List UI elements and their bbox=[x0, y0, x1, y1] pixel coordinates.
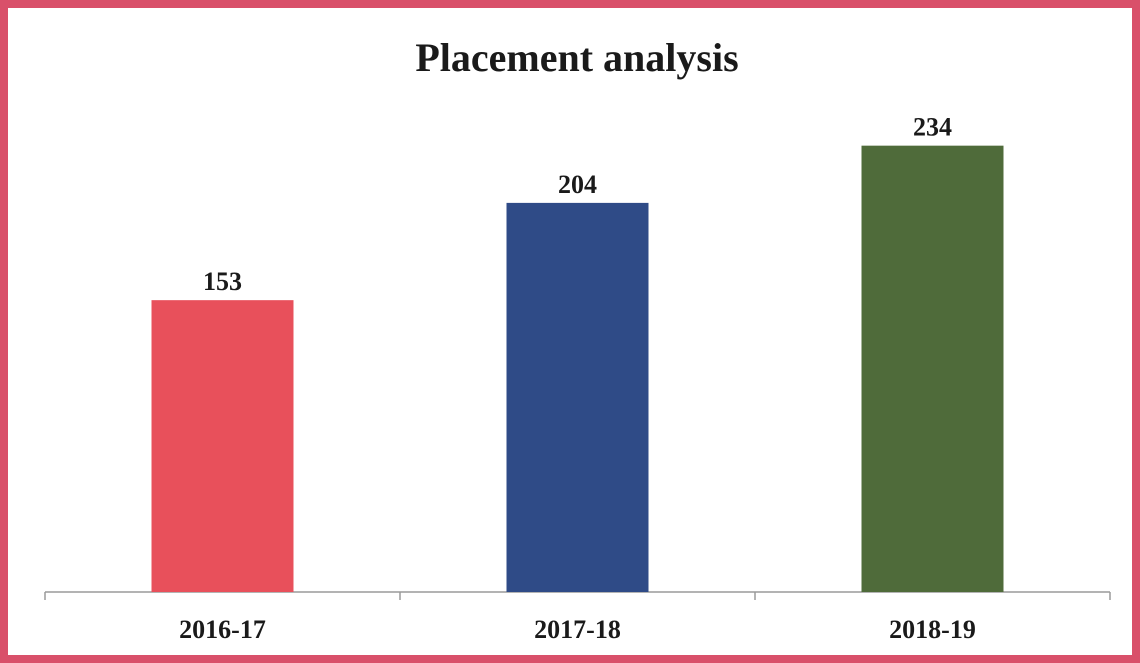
x-tick-label: 2018-19 bbox=[889, 615, 976, 644]
chart-title: Placement analysis bbox=[415, 35, 738, 80]
data-label: 234 bbox=[913, 113, 952, 142]
bar bbox=[506, 202, 649, 592]
x-tick-label: 2016-17 bbox=[179, 615, 266, 644]
category-separators bbox=[44, 592, 1111, 600]
bar bbox=[861, 145, 1004, 592]
bar bbox=[151, 300, 294, 592]
x-tick-label: 2017-18 bbox=[534, 615, 621, 644]
data-label: 204 bbox=[558, 170, 597, 199]
data-label: 153 bbox=[203, 267, 242, 296]
